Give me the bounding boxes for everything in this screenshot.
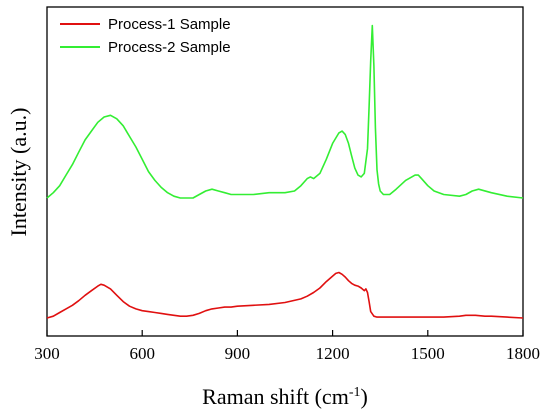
x-tick-label: 600 [129, 344, 155, 363]
series-line-2 [46, 24, 524, 199]
legend: Process-1 Sample Process-2 Sample [60, 16, 231, 56]
x-ticks: 300 600 900 1200 1500 1800 [34, 330, 540, 363]
plot-frame [46, 6, 524, 337]
series-layer [46, 24, 524, 319]
series-line-1 [46, 271, 524, 319]
legend-label-process-2: Process-2 Sample [108, 39, 231, 56]
x-tick-label: 1200 [316, 344, 350, 363]
y-axis-title: Intensity (a.u.) [6, 108, 31, 237]
x-tick-label: 300 [34, 344, 60, 363]
legend-label-process-1: Process-1 Sample [108, 16, 231, 33]
x-tick-label: 1500 [411, 344, 445, 363]
x-axis-title: Raman shift (cm-1) [202, 384, 368, 409]
x-tick-label: 900 [225, 344, 251, 363]
x-tick-label: 1800 [506, 344, 540, 363]
